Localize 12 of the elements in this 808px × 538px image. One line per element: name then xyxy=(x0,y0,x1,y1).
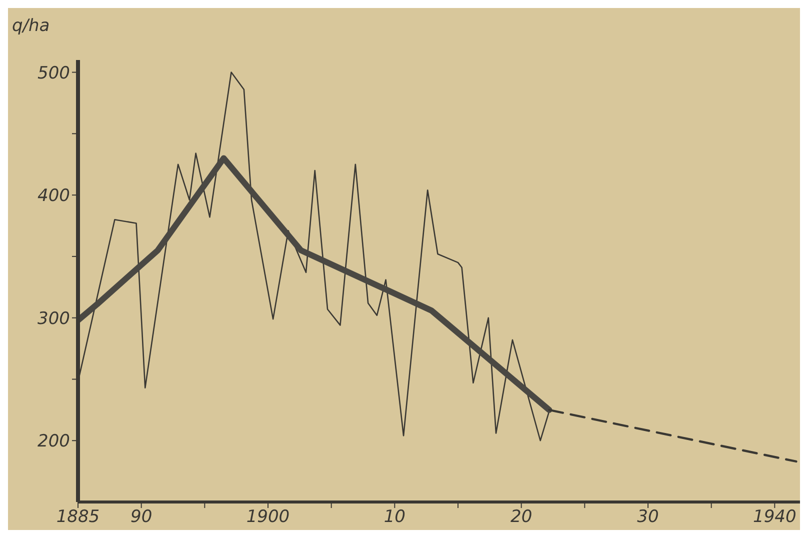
x-tick-label: 90 xyxy=(130,507,152,528)
x-tick-label: 1940 xyxy=(753,507,796,528)
x-tick-label: 20 xyxy=(510,507,532,528)
y-tick-label: 300 xyxy=(38,308,70,329)
y-tick-label: 500 xyxy=(38,63,70,84)
x-tick-label: 1885 xyxy=(56,507,100,528)
y-tick-label: 400 xyxy=(38,186,70,206)
x-tick-label: 30 xyxy=(637,507,659,528)
x-tick-label: 10 xyxy=(384,507,406,528)
y-tick-label: 200 xyxy=(38,432,70,452)
y-axis-title: q/ha xyxy=(12,16,50,36)
x-tick-label: 1900 xyxy=(246,507,290,528)
